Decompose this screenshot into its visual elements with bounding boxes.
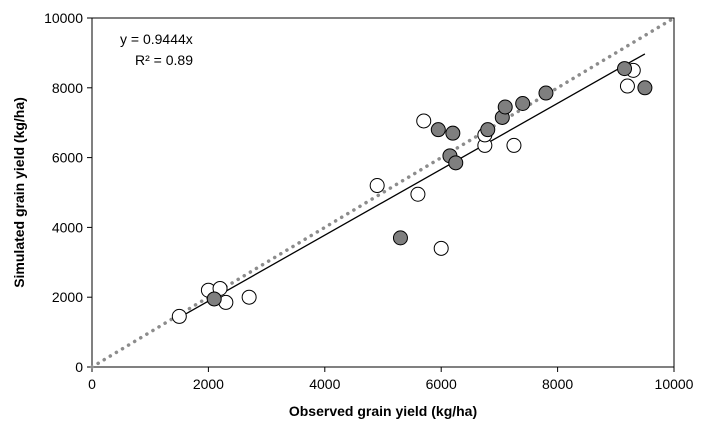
data-point <box>619 78 635 94</box>
reference-lines <box>90 16 676 369</box>
one-to-one-line <box>90 16 676 369</box>
data-point <box>497 99 513 115</box>
x-tick-label: 4000 <box>309 376 340 392</box>
data-point <box>617 61 633 77</box>
data-point <box>480 122 496 138</box>
data-point <box>637 80 653 96</box>
data-point <box>515 96 531 112</box>
data-point <box>445 125 461 141</box>
data-point <box>369 178 385 194</box>
x-tick-label: 10000 <box>655 376 694 392</box>
data-point <box>410 186 426 202</box>
x-tick-label: 0 <box>88 376 96 392</box>
data-point <box>433 240 449 256</box>
data-point <box>538 85 554 101</box>
data-point <box>171 308 187 324</box>
data-point <box>416 113 432 129</box>
data-point <box>241 289 257 305</box>
x-tick-label: 2000 <box>193 376 224 392</box>
regression-line <box>178 53 646 319</box>
regression-equation: y = 0.9444x <box>120 31 193 47</box>
x-axis-title: Observed grain yield (kg/ha) <box>289 403 477 419</box>
y-tick-label: 10000 <box>44 10 83 26</box>
y-tick-label: 2000 <box>52 289 83 305</box>
data-point <box>448 155 464 171</box>
data-points <box>171 61 653 324</box>
y-axis-ticks: 0 2000 4000 6000 8000 10000 <box>44 10 92 375</box>
data-point <box>206 291 222 307</box>
series-2 <box>206 61 653 307</box>
x-tick-label: 6000 <box>426 376 457 392</box>
x-tick-label: 8000 <box>542 376 573 392</box>
y-tick-label: 8000 <box>52 80 83 96</box>
data-point <box>392 230 408 246</box>
data-point <box>506 137 522 153</box>
annotations: y = 0.9444x R² = 0.89 <box>120 31 193 68</box>
y-tick-label: 4000 <box>52 219 83 235</box>
y-tick-label: 6000 <box>52 150 83 166</box>
series-1 <box>171 62 641 324</box>
y-axis-title: Simulated grain yield (kg/ha) <box>11 97 27 288</box>
r-squared-value: R² = 0.89 <box>135 52 193 68</box>
y-tick-label: 0 <box>75 359 83 375</box>
data-point <box>430 122 446 138</box>
x-axis-ticks: 0 2000 4000 6000 8000 10000 <box>88 367 694 392</box>
